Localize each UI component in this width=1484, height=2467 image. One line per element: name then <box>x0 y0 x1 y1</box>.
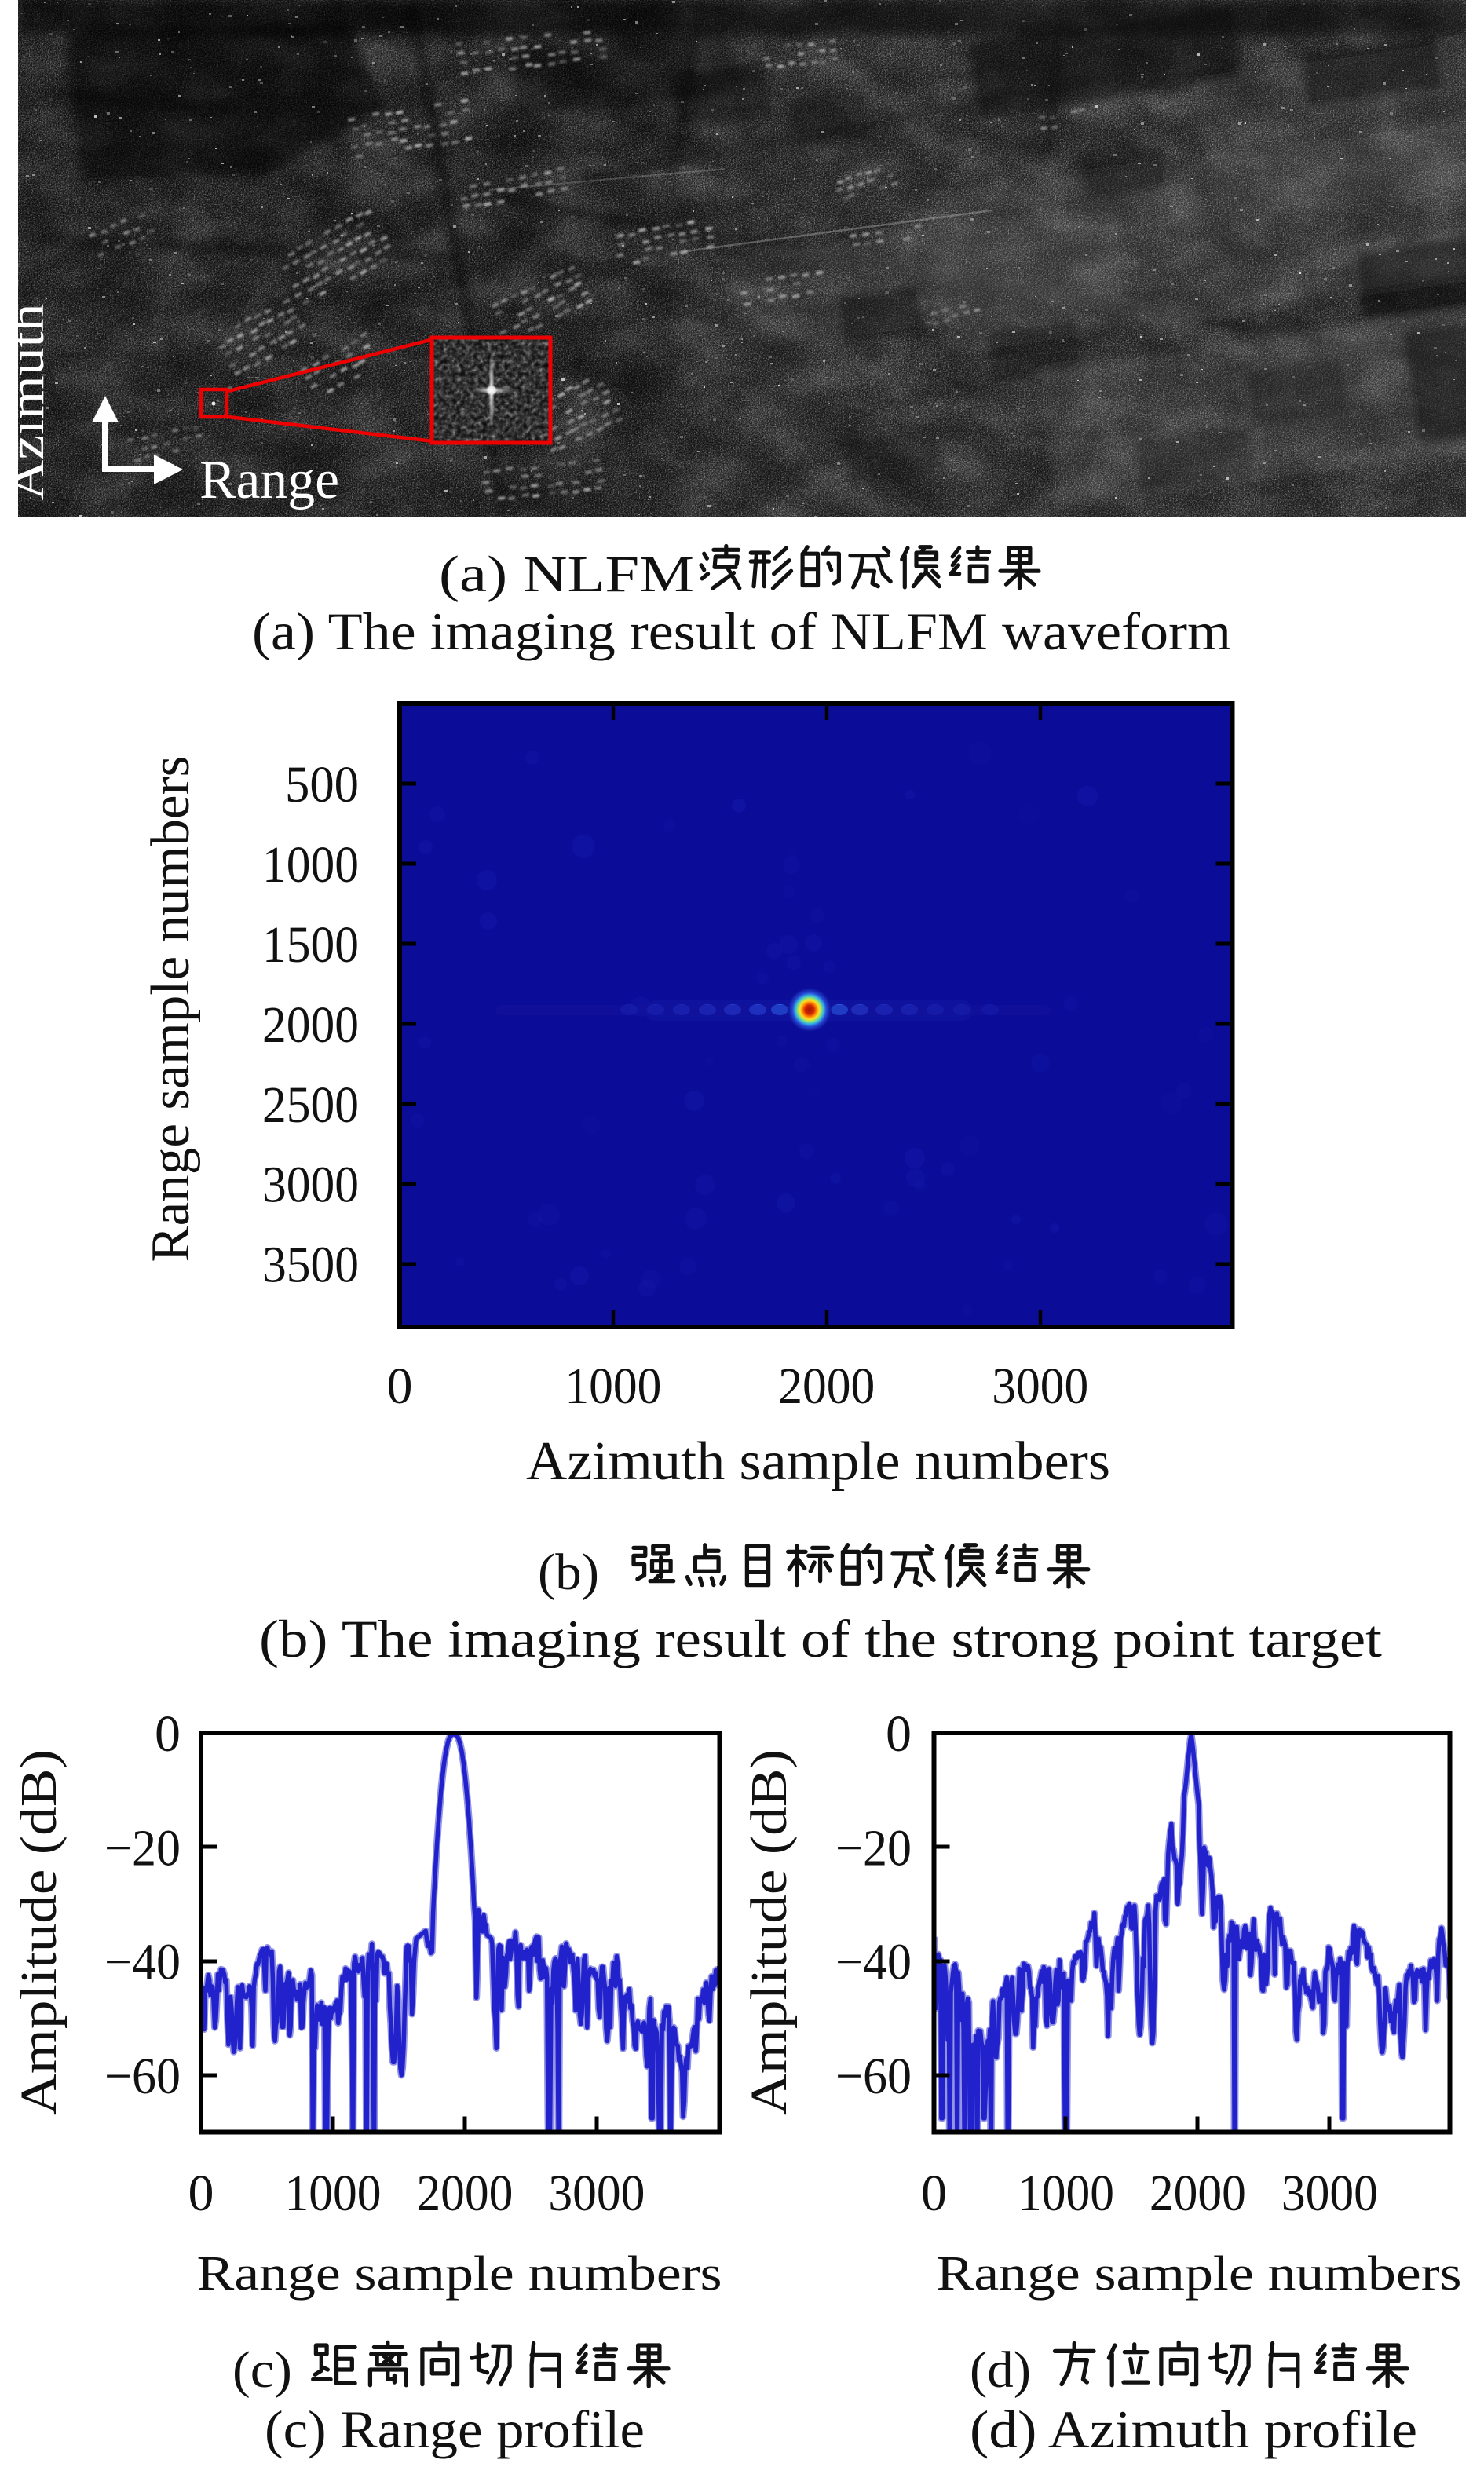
svg-text:(d) Azimuth profile: (d) Azimuth profile <box>970 2399 1417 2459</box>
svg-text:−20: −20 <box>104 1819 181 1877</box>
svg-text:2000: 2000 <box>416 2165 513 2222</box>
svg-text:(a) The imaging result of NLFM: (a) The imaging result of NLFM waveform <box>252 601 1231 661</box>
svg-text:3000: 3000 <box>992 1358 1088 1415</box>
svg-text:2000: 2000 <box>1150 2165 1246 2222</box>
svg-text:500: 500 <box>285 756 359 813</box>
svg-text:−60: −60 <box>835 2048 912 2105</box>
svg-text:1500: 1500 <box>262 916 359 974</box>
svg-text:0: 0 <box>387 1358 413 1415</box>
svg-text:2000: 2000 <box>262 996 359 1054</box>
svg-text:(d): (d) <box>970 2341 1031 2399</box>
svg-text:−40: −40 <box>104 1934 181 1991</box>
svg-text:1000: 1000 <box>284 2165 381 2222</box>
svg-text:Azimuth sample numbers: Azimuth sample numbers <box>526 1431 1110 1492</box>
svg-text:(c): (c) <box>232 2341 292 2399</box>
svg-text:3500: 3500 <box>262 1237 359 1294</box>
svg-text:1000: 1000 <box>262 836 359 894</box>
svg-text:(a) NLFM: (a) NLFM <box>439 546 694 603</box>
svg-text:Range sample numbers: Range sample numbers <box>197 2247 722 2301</box>
svg-text:Range sample numbers: Range sample numbers <box>141 756 201 1263</box>
svg-text:1000: 1000 <box>565 1358 661 1415</box>
svg-text:Amplitude (dB): Amplitude (dB) <box>10 1749 68 2115</box>
svg-text:Azimuth: Azimuth <box>0 304 54 501</box>
svg-text:0: 0 <box>921 2165 947 2222</box>
svg-text:−40: −40 <box>835 1934 912 1991</box>
svg-text:−20: −20 <box>835 1819 912 1877</box>
svg-text:(b): (b) <box>538 1544 599 1601</box>
svg-text:0: 0 <box>155 1705 181 1763</box>
svg-text:(c) Range profile: (c) Range profile <box>265 2399 645 2459</box>
svg-text:3000: 3000 <box>1281 2165 1378 2222</box>
svg-text:2000: 2000 <box>778 1358 875 1415</box>
svg-text:−60: −60 <box>104 2048 181 2105</box>
svg-text:0: 0 <box>886 1705 912 1763</box>
svg-text:1000: 1000 <box>1018 2165 1114 2222</box>
svg-text:Amplitude (dB): Amplitude (dB) <box>740 1749 798 2115</box>
svg-text:Range: Range <box>199 450 339 510</box>
svg-text:(b) The imaging result of the: (b) The imaging result of the strong poi… <box>259 1609 1382 1668</box>
svg-text:3000: 3000 <box>548 2165 645 2222</box>
svg-text:3000: 3000 <box>262 1157 359 1214</box>
svg-text:2500: 2500 <box>262 1076 359 1134</box>
svg-text:Range sample numbers: Range sample numbers <box>937 2247 1462 2301</box>
svg-text:0: 0 <box>188 2165 214 2222</box>
